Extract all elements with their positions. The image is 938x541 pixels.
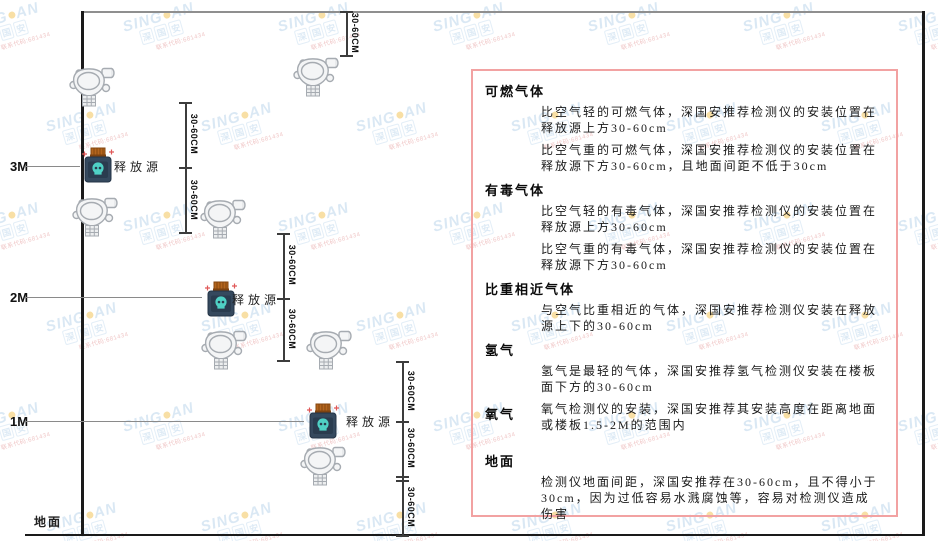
gas-detector	[67, 64, 119, 113]
section-paragraph: 比空气轻的可燃气体，深国安推荐检测仪的安装位置在释放源上方30-60cm	[541, 105, 878, 135]
panel-section: 有毒气体比空气轻的有毒气体，深国安推荐检测仪的安装位置在释放源上方30-60cm…	[485, 180, 882, 273]
ceiling-line	[81, 11, 925, 13]
dimension-tick	[396, 421, 409, 423]
gas-detector-icon	[201, 330, 247, 370]
ground-label: 地面	[34, 515, 63, 529]
dimension-label: 30-60CM	[287, 244, 297, 286]
height-label-2m: 2M	[10, 290, 29, 305]
dimension-tick	[277, 360, 290, 362]
gas-detector	[291, 54, 343, 103]
section-paragraph: 比空气轻的有毒气体，深国安推荐检测仪的安装位置在释放源上方30-60cm	[541, 204, 878, 234]
height-label-3m: 3M	[10, 159, 29, 174]
gas-detector-icon	[69, 67, 115, 107]
section-heading: 地面	[485, 454, 516, 469]
height-level-line	[25, 421, 304, 422]
release-source-icon	[205, 281, 237, 317]
dimension-label: 30-60CM	[350, 12, 360, 54]
release-source	[303, 402, 343, 445]
release-source-icon	[82, 147, 114, 183]
section-body: 与空气比重相近的气体，深国安推荐检测仪安装在释放源上下的30-60cm	[541, 302, 882, 334]
dimension-label: 30-60CM	[406, 370, 416, 412]
dimension-line	[283, 233, 285, 360]
gas-detector	[304, 327, 356, 376]
dimension-tick	[340, 55, 353, 57]
release-source-label: 释放源	[346, 415, 395, 429]
right-border-line	[922, 11, 925, 535]
section-paragraph: 与空气比重相近的气体，深国安推荐检测仪安装在释放源上下的30-60cm	[541, 303, 878, 333]
release-source	[78, 146, 118, 189]
panel-section: 比重相近气体与空气比重相近的气体，深国安推荐检测仪安装在释放源上下的30-60c…	[485, 279, 882, 334]
gas-detector	[198, 196, 250, 245]
panel-section: 氢气氢气是最轻的气体，深国安推荐氢气检测仪安装在楼板面下方的30-60cm	[485, 340, 882, 395]
section-paragraph: 氢气是最轻的气体，深国安推荐氢气检测仪安装在楼板面下方的30-60cm	[541, 364, 878, 394]
gas-detector-icon	[300, 446, 346, 486]
section-body: 比空气轻的可燃气体，深国安推荐检测仪的安装位置在释放源上方30-60cm 比空气重…	[541, 104, 882, 174]
dimension-tick	[396, 476, 409, 478]
dimension-tick	[179, 167, 192, 169]
section-paragraph: 检测仪地面间距，深国安推荐在30-60cm，且不得小于30cm，因为过低容易水溅…	[541, 475, 878, 521]
gas-detector	[298, 443, 350, 492]
section-heading: 有毒气体	[485, 183, 546, 198]
ground-line	[25, 534, 925, 536]
gas-detector	[70, 194, 122, 243]
left-wall-line	[81, 11, 84, 535]
section-body: 氧气检测仪的安装，深国安推荐其安装高度在距离地面或楼板1.5-2M的范围内	[541, 401, 882, 433]
gas-detector-icon	[72, 197, 118, 237]
section-paragraph: 比空气重的有毒气体，深国安推荐检测仪的安装位置在释放源下方30-60cm	[541, 242, 878, 272]
height-level-line	[25, 166, 80, 167]
section-heading: 可燃气体	[485, 84, 546, 99]
dimension-tick	[277, 233, 290, 235]
dimension-label: 30-60CM	[189, 113, 199, 155]
section-body: 检测仪地面间距，深国安推荐在30-60cm，且不得小于30cm，因为过低容易水溅…	[541, 474, 882, 522]
gas-detector-icon	[306, 330, 352, 370]
dimension-tick	[396, 535, 409, 537]
height-level-line	[25, 297, 202, 298]
release-source-label: 释放源	[232, 293, 281, 307]
dimension-label: 30-60CM	[406, 427, 416, 469]
section-body: 比空气轻的有毒气体，深国安推荐检测仪的安装位置在释放源上方30-60cm 比空气重…	[541, 203, 882, 273]
installation-notes-panel: 可燃气体比空气轻的可燃气体，深国安推荐检测仪的安装位置在释放源上方30-60cm…	[471, 69, 898, 521]
dimension-label: 30-60CM	[287, 308, 297, 350]
panel-section: 氧气 氧气检测仪的安装，深国安推荐其安装高度在距离地面或楼板1.5-2M的范围内	[485, 401, 882, 433]
gas-detector-icon	[293, 57, 339, 97]
release-source-label: 释放源	[114, 160, 163, 174]
dimension-label: 30-60CM	[406, 486, 416, 528]
gas-detector-icon	[200, 199, 246, 239]
gas-detector	[199, 327, 251, 376]
section-paragraph: 比空气重的可燃气体，深国安推荐检测仪的安装位置在释放源下方30-60cm，且地面…	[541, 143, 878, 173]
dimension-tick	[396, 480, 409, 482]
dimension-tick	[340, 11, 353, 13]
dimension-line	[402, 361, 404, 535]
dimension-tick	[179, 102, 192, 104]
section-heading: 比重相近气体	[485, 282, 576, 297]
section-heading: 氢气	[485, 343, 516, 358]
dimension-label: 30-60CM	[189, 179, 199, 221]
release-source	[201, 280, 241, 323]
section-heading: 氧气	[485, 407, 516, 422]
release-source-icon	[307, 403, 339, 439]
section-paragraph: 氧气检测仪的安装，深国安推荐其安装高度在距离地面或楼板1.5-2M的范围内	[541, 402, 878, 432]
panel-section: 地面检测仪地面间距，深国安推荐在30-60cm，且不得小于30cm，因为过低容易…	[485, 451, 882, 522]
dimension-line	[346, 11, 348, 55]
section-body: 氢气是最轻的气体，深国安推荐氢气检测仪安装在楼板面下方的30-60cm	[541, 363, 882, 395]
panel-section: 可燃气体比空气轻的可燃气体，深国安推荐检测仪的安装位置在释放源上方30-60cm…	[485, 81, 882, 174]
dimension-tick	[396, 361, 409, 363]
dimension-tick	[179, 232, 192, 234]
dimension-tick	[277, 298, 290, 300]
